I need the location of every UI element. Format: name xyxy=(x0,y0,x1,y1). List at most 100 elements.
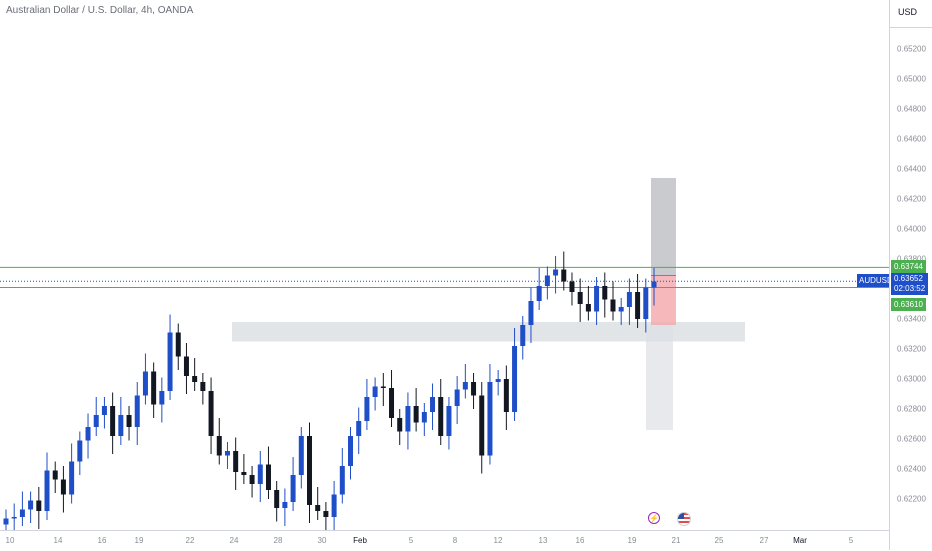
candlestick-chart[interactable] xyxy=(0,0,889,530)
price-tick-label: 0.65000 xyxy=(897,74,926,84)
candle-body xyxy=(11,517,17,519)
time-tick-label: 21 xyxy=(671,536,681,545)
price-tick-label: 0.62800 xyxy=(897,404,926,414)
price-tick-label: 0.65200 xyxy=(897,44,926,54)
candle-body xyxy=(585,304,591,312)
candle-body xyxy=(36,500,42,511)
lower-level-price-tag: 0.63610 xyxy=(891,297,926,311)
candle-body xyxy=(438,397,444,436)
lightning-icon[interactable]: ⚡ xyxy=(648,512,660,524)
candle-body xyxy=(561,269,567,282)
price-tick-label: 0.63400 xyxy=(897,314,926,324)
upper-level-price-tag: 0.63744 xyxy=(891,260,926,274)
candle-body xyxy=(44,470,50,511)
time-tick-label: 12 xyxy=(493,536,503,545)
candle-body xyxy=(364,397,370,421)
candle-body xyxy=(594,286,600,312)
candle-body xyxy=(257,464,263,484)
scale-divider xyxy=(890,27,932,28)
price-tick-label: 0.63200 xyxy=(897,344,926,354)
candle-body xyxy=(577,292,583,304)
price-tick-label: 0.64600 xyxy=(897,134,926,144)
time-tick-label: 8 xyxy=(452,536,458,545)
candle-body xyxy=(216,436,222,456)
price-tick-label: 0.64000 xyxy=(897,224,926,234)
candle-body xyxy=(643,287,649,319)
candle-body xyxy=(389,388,395,418)
candle-body xyxy=(413,406,419,423)
candle-body xyxy=(471,382,477,396)
lower-projection-box xyxy=(646,325,673,430)
currency-label[interactable]: USD xyxy=(898,7,918,17)
candle-body xyxy=(60,479,66,495)
time-tick-label: 24 xyxy=(229,536,239,545)
price-tick-label: 0.64400 xyxy=(897,164,926,174)
candle-body xyxy=(544,275,550,286)
candle-body xyxy=(274,490,280,508)
current-price: 0.63652 xyxy=(894,274,923,284)
time-tick-label: 28 xyxy=(273,536,283,545)
candle-body xyxy=(298,436,304,475)
candle-body xyxy=(528,301,534,325)
candle-body xyxy=(405,406,411,432)
candle-body xyxy=(126,415,132,427)
current-price-tag: 0.63652 02:03:52 xyxy=(891,273,929,296)
time-tick-label: 30 xyxy=(317,536,327,545)
candle-body xyxy=(454,389,460,406)
time-tick-label: 16 xyxy=(97,536,107,545)
candle-body xyxy=(512,346,518,412)
candle-body xyxy=(331,494,337,517)
time-tick-label: 14 xyxy=(53,536,63,545)
time-tick-label: 22 xyxy=(185,536,195,545)
time-tick-label: 13 xyxy=(538,536,548,545)
candle-body xyxy=(233,451,239,472)
us-flag-icon[interactable] xyxy=(677,512,691,526)
target-box xyxy=(651,178,676,276)
candle-body xyxy=(175,332,181,357)
time-tick-label: 27 xyxy=(759,536,769,545)
candle-body xyxy=(52,470,58,480)
time-tick-label: 10 xyxy=(5,536,15,545)
candle-body xyxy=(569,281,575,292)
candle-body xyxy=(356,421,362,436)
candle-body xyxy=(495,379,501,382)
candle-body xyxy=(503,379,509,412)
candle-body xyxy=(610,299,616,312)
price-tick-label: 0.62400 xyxy=(897,464,926,474)
candle-body xyxy=(651,281,657,288)
candle-body xyxy=(536,286,542,301)
candle-body xyxy=(306,436,312,505)
candle-body xyxy=(151,371,157,405)
candle-body xyxy=(183,356,189,376)
chart-pane[interactable]: Australian Dollar / U.S. Dollar, 4h, OAN… xyxy=(0,0,889,530)
candle-body xyxy=(602,286,608,300)
candle-body xyxy=(446,406,452,436)
candle-body xyxy=(265,464,271,490)
candle-body xyxy=(77,440,83,462)
candle-body xyxy=(626,292,632,307)
price-tick-label: 0.62200 xyxy=(897,494,926,504)
candle-body xyxy=(323,511,329,517)
time-tick-label: 16 xyxy=(575,536,585,545)
candle-body xyxy=(3,518,9,525)
bar-countdown: 02:03:52 xyxy=(894,284,926,294)
symbol-label: AUDUSD xyxy=(857,274,889,288)
candle-body xyxy=(19,509,25,517)
candle-body xyxy=(101,406,107,415)
candle-body xyxy=(315,505,321,511)
candle-body xyxy=(282,502,288,508)
candle-body xyxy=(397,418,403,432)
candle-body xyxy=(372,386,378,397)
candle-body xyxy=(69,461,75,495)
candle-body xyxy=(380,386,386,388)
candle-body xyxy=(208,391,214,436)
candle-body xyxy=(462,382,468,390)
candle-body xyxy=(421,412,427,423)
time-scale[interactable]: 10 14 16 19 22 24 28 30 Feb 5 8 12 13 16 19 21 25 27 Mar 5 xyxy=(0,530,889,551)
candle-body xyxy=(142,371,148,396)
candle-body xyxy=(348,436,354,466)
support-zone xyxy=(232,322,745,342)
candle-body xyxy=(110,406,116,436)
candle-body xyxy=(249,475,255,484)
chart-title: Australian Dollar / U.S. Dollar, 4h, OAN… xyxy=(6,5,194,16)
